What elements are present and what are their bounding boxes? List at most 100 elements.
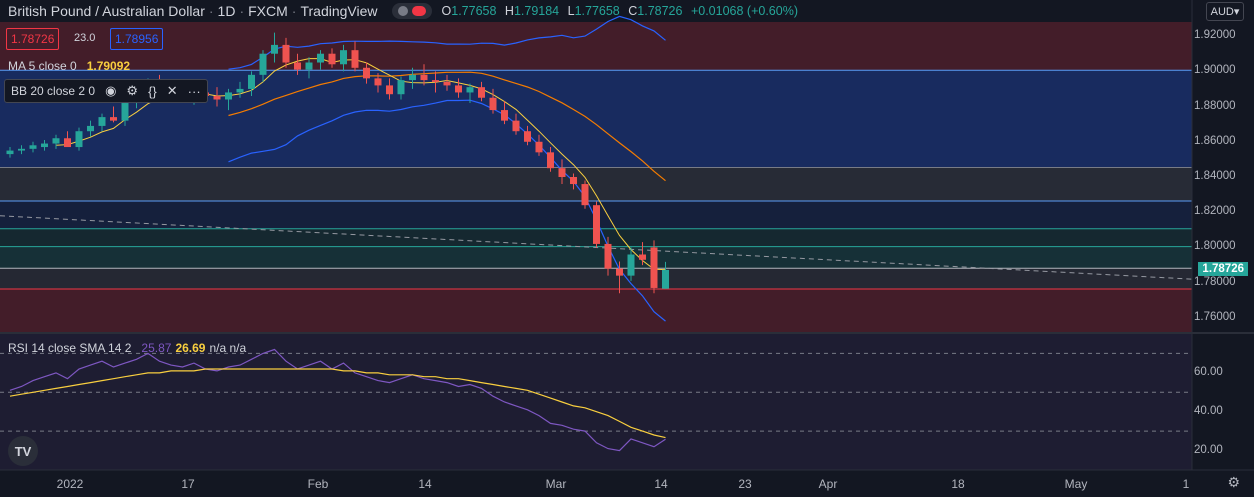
candle-body: [650, 247, 658, 288]
candle-body: [501, 110, 508, 121]
price-tick-label: 1.78000: [1194, 275, 1236, 288]
last-price-tag: 1.78726: [1198, 261, 1248, 276]
close-value: 1.78726: [637, 4, 683, 18]
rsi-legend[interactable]: RSI 14 close SMA 14 2 25.87 26.69 n/a n/…: [8, 341, 246, 355]
header-separator: ·: [208, 3, 214, 19]
time-tick-label: 18: [951, 477, 965, 491]
close-icon[interactable]: ✕: [166, 83, 178, 98]
candle-body: [374, 78, 382, 86]
rsi-background: [0, 334, 1192, 470]
candle-body: [6, 150, 14, 155]
gear-icon[interactable]: ⚙: [126, 83, 139, 98]
currency-button[interactable]: AUD ▾: [1206, 2, 1244, 21]
candle-body: [328, 53, 336, 65]
candle-body: [294, 62, 301, 70]
candle-body: [305, 62, 313, 70]
candle-body: [443, 81, 451, 86]
candle-body: [639, 254, 646, 260]
candle-body: [535, 141, 543, 153]
rsi-extra: n/a n/a: [209, 341, 247, 355]
more-icon[interactable]: ···: [187, 83, 201, 99]
candle-body: [75, 131, 83, 148]
rsi-tick-label: 20.00: [1194, 443, 1223, 456]
price-tick-label: 1.88000: [1194, 99, 1236, 112]
time-tick-label: 14: [418, 477, 432, 491]
price-zone: [0, 167, 1192, 201]
currency-label: AUD: [1210, 5, 1234, 18]
candle-body: [52, 138, 60, 144]
candle-body: [41, 143, 48, 148]
header-separator: ·: [239, 3, 245, 19]
interval-label[interactable]: 1D: [217, 3, 236, 19]
candle-body: [121, 103, 129, 121]
price-tick-label: 1.86000: [1194, 134, 1236, 147]
status-dot-icon: [397, 6, 408, 16]
settings-gear-icon[interactable]: ⚙: [1227, 474, 1240, 490]
candle-body: [455, 85, 462, 93]
rsi-value: 25.87: [141, 341, 172, 355]
candle-body: [18, 148, 25, 151]
rsi-sma-line: [9, 368, 666, 439]
price-tick-label: 1.84000: [1194, 170, 1236, 182]
ma-legend[interactable]: MA 5 close 0 1.79092: [8, 59, 130, 73]
candle-body: [213, 95, 221, 100]
braces-icon[interactable]: {}: [148, 83, 157, 99]
bb-legend-toolbar[interactable]: BB 20 close 2 0 ◉ ⚙ {} ✕ ···: [4, 79, 208, 103]
eye-icon[interactable]: ◉: [105, 83, 117, 98]
candle-body: [64, 138, 71, 148]
currency-swap-icon: [411, 6, 426, 16]
low-key: L: [567, 4, 575, 18]
candle-body: [478, 87, 485, 98]
candle-body: [340, 50, 347, 65]
symbol-name[interactable]: British Pound / Australian Dollar: [8, 3, 205, 19]
candle-body: [547, 152, 554, 169]
buy-button[interactable]: 1.78956: [110, 28, 164, 50]
candle-body: [225, 92, 232, 100]
time-tick-label: Apr: [818, 477, 838, 491]
candle-body: [558, 168, 566, 177]
time-tick-label: May: [1064, 477, 1088, 491]
candle-body: [259, 53, 267, 75]
rsi-line: [9, 348, 666, 452]
price-tick-label: 1.80000: [1194, 240, 1236, 253]
ma-label: MA 5 close 0: [8, 59, 77, 73]
high-key: H: [504, 4, 514, 18]
open-key: O: [441, 4, 452, 18]
bb-label: BB 20 close 2 0: [11, 84, 96, 98]
header-separator: ·: [291, 3, 297, 19]
candle-body: [409, 74, 416, 81]
bb-basis-line: [228, 71, 666, 182]
candle-body: [236, 88, 244, 93]
candle-body: [29, 145, 37, 149]
market-status-pill[interactable]: [391, 3, 432, 19]
open-value: 1.77658: [451, 4, 497, 18]
low-value: 1.77658: [574, 4, 620, 18]
candle-body: [110, 117, 117, 121]
ma-value: 1.79092: [86, 59, 131, 73]
candle-body: [248, 74, 255, 89]
time-tick-label: 1: [1182, 477, 1190, 491]
candle-body: [98, 117, 106, 126]
candle-body: [317, 53, 324, 63]
candle-body: [524, 131, 531, 142]
time-tick-label: Feb: [307, 477, 329, 491]
sell-button[interactable]: 1.78726: [6, 28, 60, 50]
price-zone: [0, 246, 1192, 269]
time-tick-label: 14: [654, 477, 668, 491]
price-zone: [0, 289, 1192, 332]
spread-label: 23.0: [74, 32, 96, 44]
tradingview-logo[interactable]: TV: [8, 436, 38, 466]
time-tick-label: Mar: [545, 477, 567, 491]
candle-body: [466, 87, 474, 93]
close-key: C: [628, 4, 638, 18]
candle-body: [271, 44, 278, 54]
candle-body: [489, 97, 497, 111]
price-tick-label: 1.82000: [1194, 205, 1236, 218]
time-tick-label: 2022: [56, 477, 84, 491]
chart-header: British Pound / Australian Dollar · 1D ·…: [0, 0, 798, 22]
price-zone: [0, 268, 1192, 290]
candle-body: [570, 177, 577, 185]
candle-body: [432, 80, 439, 82]
